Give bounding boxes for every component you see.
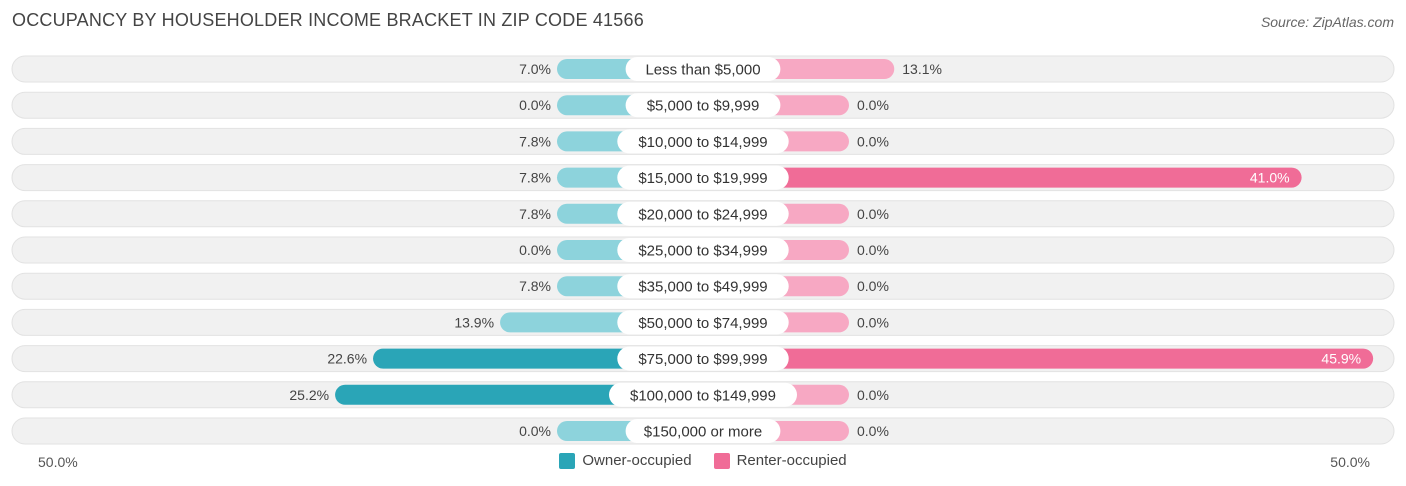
owner-value-label: 22.6% [327, 351, 367, 367]
chart-title: OCCUPANCY BY HOUSEHOLDER INCOME BRACKET … [12, 10, 644, 30]
category-pill [617, 346, 789, 371]
category-label: $5,000 to $9,999 [647, 98, 760, 115]
legend-owner-swatch [559, 452, 576, 469]
renter-bar [703, 167, 1302, 188]
renter-value-label: 0.0% [857, 387, 889, 403]
category-label: $15,000 to $19,999 [638, 170, 767, 187]
renter-value-label: 0.0% [857, 97, 889, 113]
owner-value-label: 7.0% [519, 61, 551, 77]
category-label: $35,000 to $49,999 [638, 279, 767, 296]
legend-renter-label: Renter-occupied [736, 452, 847, 469]
renter-value-label: 13.1% [902, 61, 942, 77]
renter-value-label: 0.0% [857, 314, 889, 330]
category-label: $25,000 to $34,999 [638, 243, 767, 260]
category-label: $50,000 to $74,999 [638, 315, 767, 332]
legend-renter: Renter-occupied [713, 452, 847, 469]
category-pill [617, 201, 789, 226]
owner-value-label: 7.8% [519, 278, 551, 294]
legend: Owner-occupied Renter-occupied [0, 452, 1406, 469]
owner-value-label: 25.2% [289, 387, 329, 403]
category-pill [625, 57, 781, 81]
legend-renter-swatch [713, 452, 730, 469]
renter-value-label: 0.0% [857, 206, 889, 222]
category-label: $10,000 to $14,999 [638, 134, 767, 151]
renter-value-label: 45.9% [1321, 351, 1361, 367]
renter-value-label: 0.0% [857, 242, 889, 258]
category-label: $20,000 to $24,999 [638, 206, 767, 223]
legend-owner: Owner-occupied [559, 452, 692, 469]
category-label: Less than $5,000 [645, 62, 760, 79]
renter-value-label: 0.0% [857, 133, 889, 149]
category-pill [625, 419, 781, 443]
category-label: $100,000 to $149,999 [630, 387, 776, 404]
category-pill [625, 93, 781, 118]
owner-value-label: 7.8% [519, 170, 551, 186]
category-pill [617, 165, 789, 190]
owner-value-label: 0.0% [519, 97, 551, 113]
legend-owner-label: Owner-occupied [582, 452, 692, 469]
owner-value-label: 7.8% [519, 133, 551, 149]
owner-value-label: 0.0% [519, 242, 551, 258]
category-pill [617, 129, 789, 154]
renter-value-label: 0.0% [857, 423, 889, 439]
axis-right-label: 50.0% [1330, 454, 1370, 470]
category-pill [617, 238, 789, 262]
owner-value-label: 13.9% [454, 314, 494, 330]
renter-value-label: 41.0% [1250, 170, 1290, 186]
category-pill [617, 310, 789, 335]
category-label: $75,000 to $99,999 [638, 351, 767, 368]
category-pill [617, 274, 789, 299]
owner-value-label: 0.0% [519, 423, 551, 439]
chart-header: OCCUPANCY BY HOUSEHOLDER INCOME BRACKET … [0, 0, 1406, 44]
owner-value-label: 7.8% [519, 206, 551, 222]
renter-value-label: 0.0% [857, 278, 889, 294]
category-pill [609, 382, 797, 407]
renter-bar [703, 348, 1374, 369]
chart-source: Source: ZipAtlas.com [1260, 14, 1394, 30]
axis-left-label: 50.0% [38, 454, 78, 470]
category-label: $150,000 or more [644, 424, 762, 441]
